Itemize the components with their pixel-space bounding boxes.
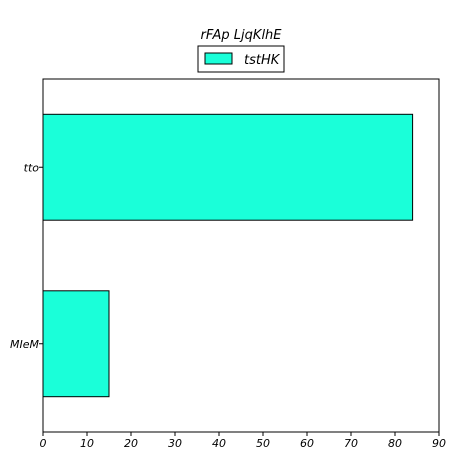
x-tick-label: 50	[256, 437, 270, 450]
legend-swatch	[204, 52, 233, 65]
x-tick-label: 40	[212, 437, 226, 450]
plot-frame	[42, 78, 440, 433]
y-tick-label: tto	[24, 161, 40, 174]
x-tick-label: 80	[388, 437, 402, 450]
x-tick-label: 30	[168, 437, 182, 450]
y-axis-ticks: tto MIeM	[10, 161, 43, 351]
x-tick-label: 20	[124, 437, 138, 450]
legend-label: tstHK	[244, 53, 281, 68]
x-tick-label: 90	[432, 437, 446, 450]
bar-tto	[42, 113, 414, 221]
x-tick-label: 70	[344, 437, 358, 450]
chart-title: rFAp LjqKlhE	[200, 28, 282, 43]
bars	[42, 113, 414, 398]
x-tick-label: 10	[80, 437, 94, 450]
y-tick-label: MIeM	[10, 338, 40, 351]
bar-MIeM	[42, 290, 110, 398]
x-tick-label: 60	[300, 437, 314, 450]
x-axis-ticks: 0 10 20 30 40 50 60 70 80 90	[40, 432, 446, 450]
legend: tstHK	[197, 45, 285, 73]
x-tick-label: 0	[40, 437, 47, 450]
